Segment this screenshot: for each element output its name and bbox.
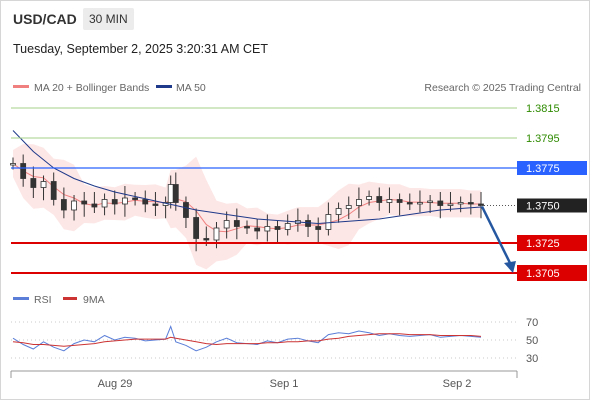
pivot-tag — [517, 161, 587, 175]
ma50-line — [12, 130, 482, 225]
support-tag — [517, 265, 587, 281]
support-tag — [517, 235, 587, 251]
ma20-legend-label: MA 20 + Bollinger Bands — [34, 82, 149, 94]
level-label: 1.3750 — [526, 201, 560, 213]
candle-body — [457, 202, 464, 205]
credit-text: Research © 2025 Trading Central — [424, 82, 581, 94]
candle-body — [71, 200, 77, 211]
candle-body — [203, 238, 210, 241]
candle-body — [345, 205, 352, 209]
candle-body — [20, 163, 27, 179]
candle-body — [233, 220, 240, 227]
level-label: 1.3705 — [526, 268, 560, 280]
candle-body — [30, 178, 37, 188]
level-label: 1.3815 — [526, 103, 560, 115]
candle-body — [437, 200, 444, 206]
candle-body — [172, 184, 179, 203]
rsi-ma-legend-swatch — [63, 297, 77, 300]
level-label: 1.3725 — [526, 238, 560, 250]
level-label: 1.3775 — [526, 163, 560, 175]
rsi-ma-line — [12, 333, 482, 347]
rsi-tick-label: 30 — [526, 353, 538, 365]
rsi-tick-label: 70 — [526, 317, 538, 329]
rsi-tick-label: 50 — [526, 335, 538, 347]
levels-layer: 1.3815 1.3795 1.3775 1.3750 1.3725 1.3705 — [11, 103, 587, 281]
candle-body — [183, 202, 189, 218]
candle-body — [315, 226, 322, 230]
candle-body — [132, 197, 138, 200]
candle-body — [10, 163, 16, 166]
ma50-legend-swatch — [156, 85, 172, 88]
candle-body — [60, 199, 67, 211]
candle-body — [213, 227, 220, 241]
price-panel — [10, 130, 484, 270]
chart-header: USD/CAD 30 MIN — [1, 1, 589, 37]
forecast-arrowhead — [504, 261, 516, 273]
candle-body — [386, 199, 393, 203]
timeframe-badge[interactable]: 30 MIN — [83, 8, 134, 30]
rsi-panel: 70 50 30 — [11, 317, 538, 365]
ma20-legend-swatch — [13, 85, 29, 88]
candle-body — [305, 220, 311, 227]
rsi-ma-legend-label: 9MA — [83, 294, 105, 306]
candle-body — [274, 226, 281, 230]
candle-body — [244, 226, 250, 229]
candle-body — [356, 199, 362, 206]
candle-body — [40, 181, 47, 188]
level-label: 1.3795 — [526, 133, 560, 145]
candle-body — [406, 202, 413, 205]
candle-body — [376, 196, 383, 203]
candle-body — [50, 181, 57, 200]
bollinger-band — [13, 144, 481, 270]
candle-body — [111, 199, 118, 205]
candle-body — [167, 184, 174, 203]
candle-body — [335, 208, 342, 215]
candle-body — [122, 197, 128, 205]
rsi-legend-swatch — [13, 297, 29, 300]
candle-body — [193, 217, 200, 239]
rsi-line — [12, 325, 482, 352]
candle-body — [325, 214, 332, 230]
candle-body — [223, 220, 230, 229]
ma50-legend-label: MA 50 — [176, 82, 206, 94]
symbol-label: USD/CAD — [13, 11, 77, 27]
candle-body — [254, 227, 261, 232]
candle-body — [284, 223, 291, 230]
x-tick-label: Sep 1 — [270, 378, 299, 390]
candle-body — [264, 226, 271, 232]
candle-body — [81, 200, 88, 205]
candle-body — [467, 202, 474, 205]
candle-body — [427, 200, 434, 203]
rsi-legend-label: RSI — [34, 294, 52, 306]
x-tick-label: Aug 29 — [98, 378, 133, 390]
timestamp: Tuesday, September 2, 2025 3:20:31 AM CE… — [13, 42, 269, 56]
candle-body — [101, 199, 108, 208]
candle-body — [366, 196, 372, 200]
forecast-arrow — [480, 205, 513, 266]
candle-body — [91, 203, 98, 208]
candle-body — [142, 199, 149, 205]
x-tick-label: Sep 2 — [443, 378, 472, 390]
last-price-tag — [517, 198, 587, 213]
candle-body — [417, 202, 423, 205]
candle-body — [447, 203, 454, 206]
candle-body — [152, 203, 159, 206]
candle-body — [396, 199, 403, 203]
